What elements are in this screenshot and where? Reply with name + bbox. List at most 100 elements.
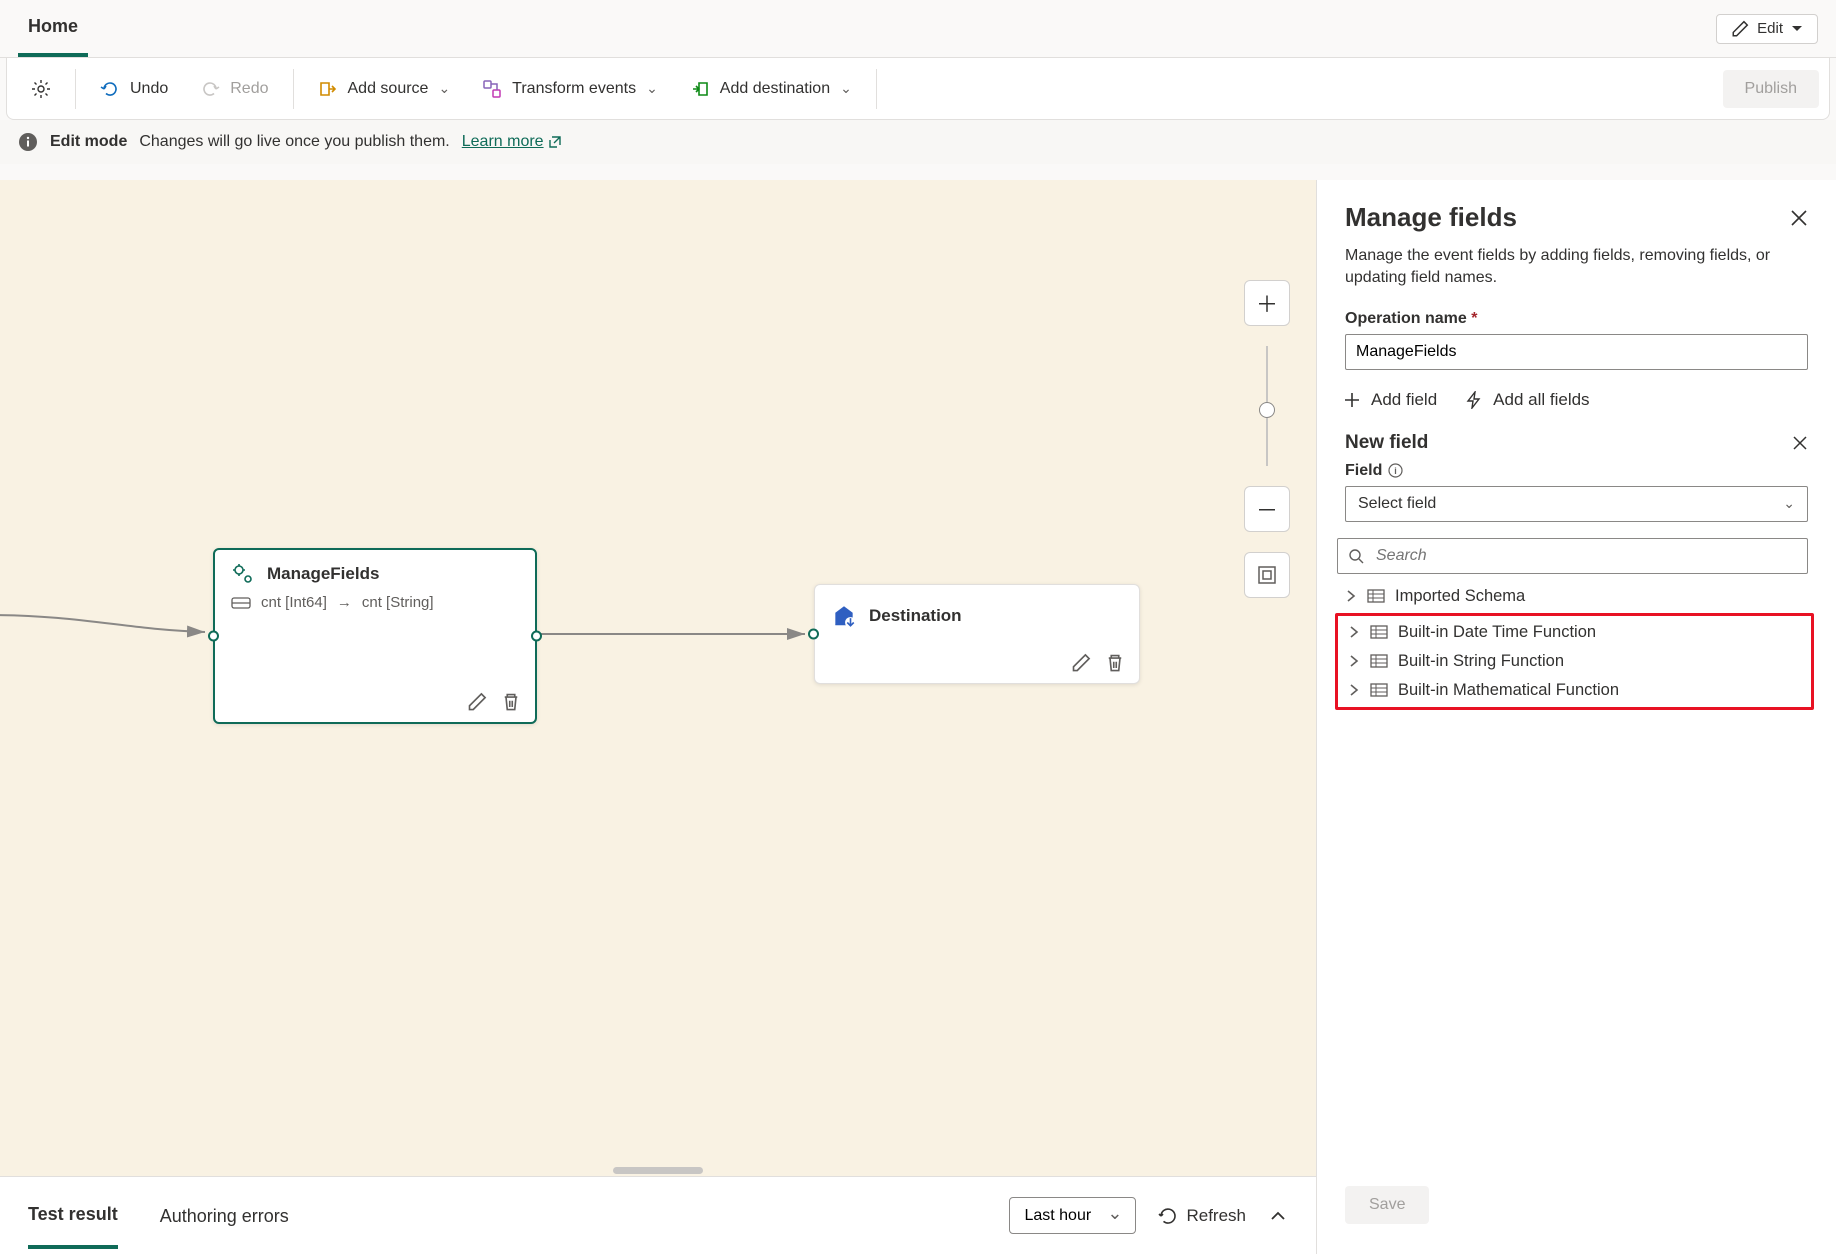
canvas-controls: ＋ －: [1244, 280, 1290, 598]
node-port-in[interactable]: [208, 631, 219, 642]
operation-name-input[interactable]: [1345, 334, 1808, 370]
node-destination[interactable]: Destination: [814, 584, 1140, 684]
refresh-label: Refresh: [1186, 1206, 1246, 1226]
node-field-from: cnt [Int64]: [261, 594, 327, 611]
tree-datetime-functions[interactable]: Built-in Date Time Function: [1342, 618, 1807, 647]
manage-fields-icon: [231, 562, 255, 586]
collapse-dock-button[interactable]: [1268, 1206, 1288, 1226]
tab-authoring-errors[interactable]: Authoring errors: [160, 1184, 289, 1247]
undo-icon: [100, 79, 120, 99]
chevron-right-icon: [1348, 655, 1360, 667]
add-field-label: Add field: [1371, 390, 1437, 410]
canvas[interactable]: ManageFields cnt [Int64] → cnt [String] …: [0, 180, 1316, 1254]
zoom-slider[interactable]: [1266, 346, 1268, 466]
add-destination-button[interactable]: Add destination ⌄: [676, 71, 866, 107]
redo-button: Redo: [186, 71, 282, 107]
manage-fields-panel: Manage fields Manage the event fields by…: [1316, 180, 1836, 1254]
bottom-dock: Test result Authoring errors Last hour R…: [0, 1176, 1316, 1254]
refresh-button[interactable]: Refresh: [1158, 1206, 1246, 1226]
edit-node-button[interactable]: [467, 692, 487, 712]
add-source-button[interactable]: Add source ⌄: [304, 71, 465, 107]
field-select-placeholder: Select field: [1358, 495, 1436, 513]
chevron-right-icon: [1348, 626, 1360, 638]
save-button: Save: [1345, 1186, 1429, 1224]
node-body: cnt [Int64] → cnt [String]: [215, 590, 535, 621]
tree-string-functions[interactable]: Built-in String Function: [1342, 647, 1807, 676]
node-port-out[interactable]: [531, 631, 542, 642]
plus-icon: [1343, 391, 1361, 409]
panel-description: Manage the event fields by adding fields…: [1317, 239, 1836, 304]
settings-button[interactable]: [17, 71, 65, 107]
edges-layer: [0, 180, 1316, 1254]
pencil-icon: [1731, 20, 1749, 38]
add-all-fields-label: Add all fields: [1493, 390, 1589, 410]
node-title: ManageFields: [267, 564, 379, 584]
external-link-icon: [548, 135, 562, 149]
zoom-thumb[interactable]: [1259, 402, 1275, 418]
fit-icon: [1256, 564, 1278, 586]
field-tree: Imported Schema: [1317, 574, 1836, 611]
field-search[interactable]: [1337, 538, 1808, 574]
edit-node-button[interactable]: [1071, 653, 1091, 673]
top-tab-bar: Home Edit: [0, 0, 1836, 58]
close-new-field-button[interactable]: [1792, 435, 1808, 451]
field-label: Field i: [1345, 462, 1808, 480]
node-field-to: cnt [String]: [362, 594, 434, 611]
chevron-down-icon: ⌄: [840, 80, 852, 97]
new-field-heading: New field: [1345, 432, 1428, 454]
edit-dropdown[interactable]: Edit: [1716, 14, 1818, 44]
chevron-right-icon: [1345, 590, 1357, 602]
zoom-out-button[interactable]: －: [1244, 486, 1290, 532]
tree-label: Built-in String Function: [1398, 652, 1564, 671]
learn-more-link[interactable]: Learn more: [462, 133, 562, 151]
banner-text: Changes will go live once you publish th…: [139, 133, 449, 151]
redo-label: Redo: [230, 80, 268, 98]
fit-view-button[interactable]: [1244, 552, 1290, 598]
undo-button[interactable]: Undo: [86, 71, 182, 107]
info-icon: [18, 132, 38, 152]
time-range-select[interactable]: Last hour: [1009, 1197, 1136, 1234]
tree-label: Built-in Date Time Function: [1398, 623, 1596, 642]
delete-node-button[interactable]: [1105, 653, 1125, 673]
field-select[interactable]: Select field ⌄: [1345, 486, 1808, 522]
delete-node-button[interactable]: [501, 692, 521, 712]
tree-label: Built-in Mathematical Function: [1398, 681, 1619, 700]
tree-label: Imported Schema: [1395, 587, 1525, 606]
operation-name-label: Operation name: [1345, 310, 1808, 328]
field-icon: [231, 596, 251, 610]
tree-math-functions[interactable]: Built-in Mathematical Function: [1342, 676, 1807, 705]
add-field-button[interactable]: Add field: [1343, 390, 1437, 410]
redo-icon: [200, 79, 220, 99]
eventhouse-icon: [831, 603, 857, 629]
chevron-down-icon: ⌄: [1783, 495, 1795, 512]
field-label-text: Field: [1345, 462, 1382, 480]
zoom-in-button[interactable]: ＋: [1244, 280, 1290, 326]
source-icon: [318, 79, 338, 99]
schema-icon: [1367, 589, 1385, 603]
publish-button: Publish: [1723, 70, 1819, 108]
panel-title: Manage fields: [1345, 202, 1517, 233]
transform-events-button[interactable]: Transform events ⌄: [468, 71, 672, 107]
close-panel-button[interactable]: [1790, 209, 1808, 227]
highlighted-functions: Built-in Date Time Function Built-in Str…: [1335, 613, 1814, 710]
schema-icon: [1370, 654, 1388, 668]
undo-label: Undo: [130, 80, 168, 98]
caret-down-icon: [1791, 23, 1803, 35]
edit-dropdown-label: Edit: [1757, 20, 1783, 37]
tab-test-result[interactable]: Test result: [28, 1182, 118, 1249]
search-icon: [1348, 548, 1364, 564]
tree-imported-schema[interactable]: Imported Schema: [1339, 582, 1814, 611]
node-manage-fields[interactable]: ManageFields cnt [Int64] → cnt [String]: [213, 548, 537, 724]
refresh-icon: [1158, 1206, 1178, 1226]
field-search-input[interactable]: [1374, 546, 1797, 566]
add-all-fields-button[interactable]: Add all fields: [1465, 390, 1589, 410]
node-port-in[interactable]: [808, 629, 819, 640]
tab-home[interactable]: Home: [18, 0, 88, 57]
schema-icon: [1370, 683, 1388, 697]
add-destination-label: Add destination: [720, 80, 830, 98]
add-source-label: Add source: [348, 80, 429, 98]
info-icon[interactable]: i: [1388, 463, 1403, 478]
panel-resize-handle[interactable]: [613, 1167, 703, 1174]
learn-more-label: Learn more: [462, 133, 544, 151]
chevron-down-icon: ⌄: [438, 80, 450, 97]
